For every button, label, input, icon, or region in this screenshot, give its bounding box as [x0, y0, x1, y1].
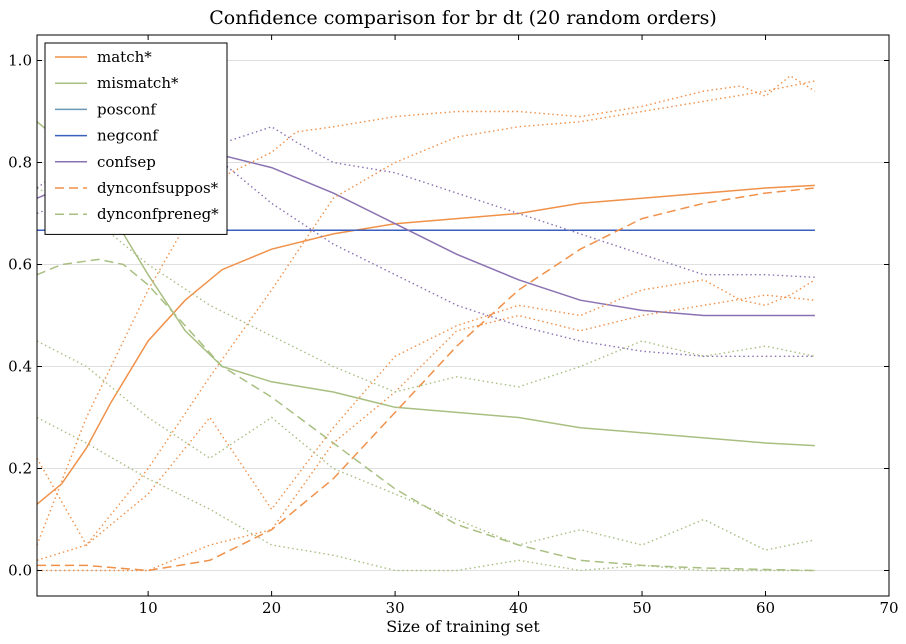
y-tick-label-2: 0.4 — [8, 358, 32, 376]
series-line-11 — [36, 340, 816, 551]
series-line-5 — [37, 187, 815, 572]
x-tick-label-2: 30 — [386, 599, 405, 617]
legend-label-2: posconf — [97, 100, 157, 118]
x-tick-label-4: 50 — [632, 599, 651, 617]
chart-title: Confidence comparison for br dt (20 rand… — [209, 7, 717, 29]
y-tick-label-0: 0.0 — [8, 562, 32, 580]
x-tick-label-6: 70 — [879, 599, 898, 617]
x-tick-label-0: 10 — [139, 599, 158, 617]
series-line-13 — [36, 187, 816, 393]
y-tick-label-5: 1.0 — [8, 52, 32, 70]
legend-label-4: confsep — [97, 153, 156, 171]
plot-frame — [36, 34, 890, 597]
y-tick-label-1: 0.2 — [8, 460, 32, 478]
x-tick-label-1: 20 — [262, 599, 281, 617]
series-line-15 — [36, 151, 815, 357]
series-line-9 — [36, 279, 816, 547]
axes: 10 20 30 40 50 60 70 0.0 0.2 0.4 0.6 0.8 1.0 — [8, 34, 899, 617]
legend-label-5: dynconfsuppos* — [97, 179, 219, 197]
legend: match* mismatch* posconf negconf confsep dync… — [44, 42, 228, 235]
x-axis-label: Size of training set — [386, 617, 540, 636]
legend-box — [44, 42, 228, 235]
y-tick-label-3: 0.6 — [8, 256, 32, 274]
series-line-6 — [36, 258, 815, 572]
y-tick-label-4: 0.8 — [8, 154, 32, 172]
series-line-0 — [36, 184, 815, 505]
series-line-10 — [37, 294, 815, 572]
legend-label-0: match* — [97, 48, 152, 66]
x-tick-label-5: 60 — [756, 599, 775, 617]
legend-label-3: negconf — [97, 127, 159, 145]
legend-label-1: mismatch* — [97, 74, 179, 92]
series-line-12 — [36, 416, 815, 572]
legend-label-6: dynconfpreneg* — [97, 205, 219, 223]
series-line-8 — [36, 80, 816, 561]
x-tick-label-3: 40 — [509, 599, 528, 617]
